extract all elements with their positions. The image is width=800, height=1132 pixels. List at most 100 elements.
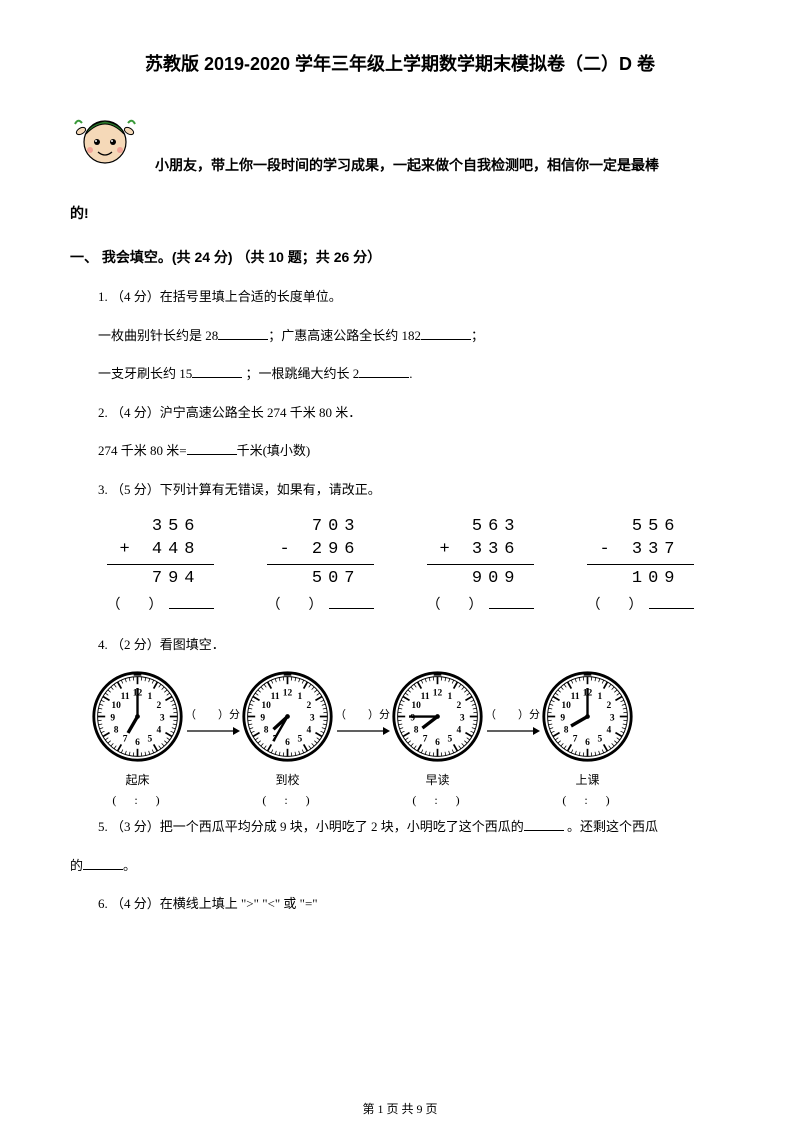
- svg-text:10: 10: [411, 701, 421, 711]
- arith-rule: [267, 564, 374, 565]
- svg-text:9: 9: [110, 713, 115, 723]
- svg-text:10: 10: [261, 701, 271, 711]
- svg-text:1: 1: [447, 692, 452, 702]
- blank[interactable]: [524, 817, 564, 831]
- arith-bot: - 296: [267, 538, 374, 562]
- arith-rule: [107, 564, 214, 565]
- q1-l2b: ；一根跳绳大约长 2: [242, 366, 359, 381]
- q5-c: 的: [70, 858, 83, 873]
- blank[interactable]: [187, 441, 237, 455]
- arith-answer: （ ）: [267, 595, 374, 616]
- clock-label: 上课: [540, 771, 635, 788]
- svg-text:5: 5: [597, 735, 602, 745]
- svg-text:1: 1: [147, 692, 152, 702]
- svg-text:10: 10: [111, 701, 121, 711]
- q1-prefix: 1. （4 分）在括号里填上合适的长度单位。: [70, 283, 730, 312]
- arrow-icon: [485, 722, 540, 740]
- section-heading: 一、 我会填空。(共 24 分) （共 10 题；共 26 分）: [70, 247, 730, 267]
- page-title: 苏教版 2019-2020 学年三年级上学期数学期末模拟卷（二）D 卷: [70, 50, 730, 76]
- q5-tail: 的。: [70, 852, 730, 881]
- arith-bot: + 448: [107, 538, 214, 562]
- q5-d: 。: [123, 858, 136, 873]
- arrow-block: （ ）分: [335, 706, 390, 772]
- arrow-block: （ ）分: [485, 706, 540, 772]
- q1-l2c: .: [409, 366, 412, 381]
- page-footer: 第 1 页 共 9 页: [0, 1100, 800, 1117]
- blank[interactable]: [489, 595, 534, 609]
- svg-text:8: 8: [414, 726, 419, 736]
- svg-text:6: 6: [435, 738, 440, 748]
- svg-text:9: 9: [410, 713, 415, 723]
- svg-text:2: 2: [607, 701, 612, 711]
- clock-unit: 121234567891011 早读( : ): [390, 669, 485, 808]
- q5-a: 5. （3 分）把一个西瓜平均分成 9 块，小明吃了 2 块，小明吃了这个西瓜的: [98, 819, 524, 834]
- arith-problem: 356+ 448 794（ ）: [107, 515, 214, 616]
- blank[interactable]: [83, 856, 123, 870]
- blank[interactable]: [649, 595, 694, 609]
- mascot-icon: [70, 106, 140, 176]
- q2-l1a: 274 千米 80 米=: [98, 443, 187, 458]
- q4-prefix: 4. （2 分）看图填空．: [70, 631, 730, 660]
- clock-time-blank[interactable]: ( : ): [390, 791, 485, 808]
- clocks-row: 121234567891011 起床( : ) （ ）分 12123456789…: [90, 669, 730, 808]
- svg-text:7: 7: [423, 735, 428, 745]
- q1-l1c: ；: [471, 328, 484, 343]
- arith-answer: （ ）: [587, 595, 694, 616]
- arith-res: 794: [107, 567, 214, 591]
- arith-top: 563: [427, 515, 534, 539]
- svg-text:12: 12: [283, 689, 293, 699]
- clock-unit: 121234567891011 起床( : ): [90, 669, 185, 808]
- arith-answer: （ ）: [427, 595, 534, 616]
- blank[interactable]: [169, 595, 214, 609]
- q1-l2a: 一支牙刷长约 15: [98, 366, 192, 381]
- svg-text:11: 11: [421, 692, 430, 702]
- arith-bot: - 337: [587, 538, 694, 562]
- arith-row: 356+ 448 794（ ） 703- 296 507（ ） 563+ 336…: [70, 515, 730, 616]
- q1-line2: 一支牙刷长约 15 ；一根跳绳大约长 2.: [70, 360, 730, 389]
- svg-text:7: 7: [123, 735, 128, 745]
- clock-time-blank[interactable]: ( : ): [540, 791, 635, 808]
- svg-text:4: 4: [157, 726, 162, 736]
- q3-prefix: 3. （5 分）下列计算有无错误，如果有，请改正。: [70, 476, 730, 505]
- blank[interactable]: [192, 364, 242, 378]
- svg-text:9: 9: [260, 713, 265, 723]
- svg-text:11: 11: [571, 692, 580, 702]
- clock-unit: 121234567891011 上课( : ): [540, 669, 635, 808]
- q2-line1: 274 千米 80 米= 千米(填小数): [70, 437, 730, 466]
- arith-problem: 563+ 336 909（ ）: [427, 515, 534, 616]
- arrow-icon: [335, 722, 390, 740]
- blank[interactable]: [329, 595, 374, 609]
- svg-text:6: 6: [135, 738, 140, 748]
- clock-time-blank[interactable]: ( : ): [240, 791, 335, 808]
- q1-line1: 一枚曲别针长约是 28；广惠高速公路全长约 182；: [70, 322, 730, 351]
- arith-rule: [427, 564, 534, 565]
- clock-unit: 121234567891011 到校( : ): [240, 669, 335, 808]
- svg-text:4: 4: [457, 726, 462, 736]
- svg-text:8: 8: [264, 726, 269, 736]
- clock-time-blank[interactable]: ( : ): [90, 791, 185, 808]
- intro-text-1: 小朋友，带上你一段时间的学习成果，一起来做个自我检测吧，相信你一定是最棒: [155, 106, 659, 179]
- svg-text:9: 9: [560, 713, 565, 723]
- q5-b: 。还剩这个西瓜: [564, 819, 658, 834]
- svg-text:4: 4: [307, 726, 312, 736]
- arith-answer: （ ）: [107, 595, 214, 616]
- arith-bot: + 336: [427, 538, 534, 562]
- svg-text:6: 6: [585, 738, 590, 748]
- arith-res: 507: [267, 567, 374, 591]
- q6-prefix: 6. （4 分）在横线上填上 ">" "<" 或 "=": [70, 890, 730, 919]
- blank[interactable]: [421, 326, 471, 340]
- blank[interactable]: [218, 326, 268, 340]
- arith-rule: [587, 564, 694, 565]
- arith-problem: 556- 337 109（ ）: [587, 515, 694, 616]
- svg-text:12: 12: [433, 689, 443, 699]
- blank[interactable]: [359, 364, 409, 378]
- q2-l1b: 千米(填小数): [237, 443, 311, 458]
- svg-text:3: 3: [160, 713, 165, 723]
- svg-text:8: 8: [114, 726, 119, 736]
- arrow-block: （ ）分: [185, 706, 240, 772]
- arith-top: 703: [267, 515, 374, 539]
- svg-text:2: 2: [157, 701, 162, 711]
- svg-text:7: 7: [573, 735, 578, 745]
- svg-text:2: 2: [307, 701, 312, 711]
- svg-text:5: 5: [447, 735, 452, 745]
